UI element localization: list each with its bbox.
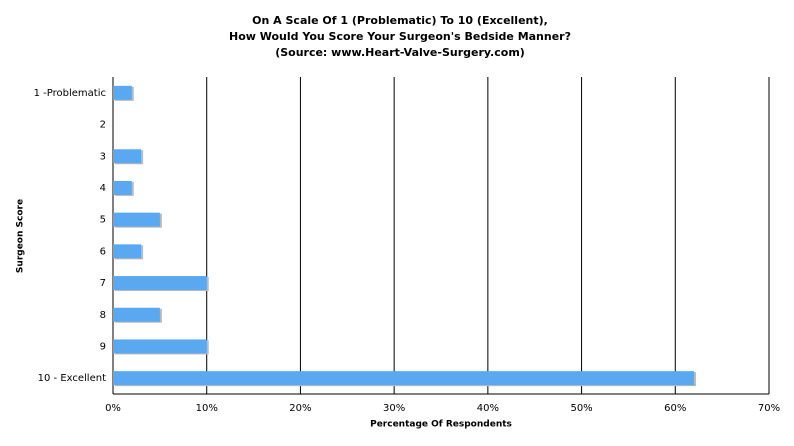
- chart-title: (Source: www.Heart-Valve-Surgery.com): [275, 46, 525, 59]
- x-tick-label: 70%: [758, 403, 780, 414]
- y-tick-label: 1 -Problematic: [34, 88, 106, 99]
- y-tick-label: 7: [100, 278, 106, 289]
- bar: [113, 276, 207, 291]
- bar: [113, 212, 160, 227]
- bar: [113, 371, 695, 386]
- bar: [113, 85, 132, 100]
- x-tick-label: 60%: [664, 403, 686, 414]
- bar: [113, 180, 132, 195]
- y-tick-label: 3: [100, 151, 106, 162]
- x-tick-label: 0%: [105, 403, 121, 414]
- bar: [113, 244, 142, 259]
- x-tick-label: 10%: [196, 403, 218, 414]
- y-tick-label: 10 - Excellent: [38, 373, 106, 384]
- x-tick-label: 20%: [289, 403, 311, 414]
- x-tick-label: 50%: [570, 403, 592, 414]
- y-tick-label: 9: [100, 341, 106, 352]
- chart-title: How Would You Score Your Surgeon's Bedsi…: [229, 30, 571, 43]
- y-tick-label: 2: [100, 120, 106, 131]
- x-tick-label: 30%: [383, 403, 405, 414]
- bar: [113, 149, 142, 164]
- chart-title: On A Scale Of 1 (Problematic) To 10 (Exc…: [252, 14, 548, 27]
- y-tick-label: 6: [100, 246, 106, 257]
- bar: [113, 307, 160, 322]
- x-axis-label: Percentage Of Respondents: [370, 420, 512, 430]
- y-axis-label: Surgeon Score: [16, 199, 26, 273]
- y-tick-label: 5: [100, 215, 106, 226]
- y-tick-label: 4: [100, 183, 106, 194]
- bar: [113, 339, 207, 354]
- y-tick-label: 8: [100, 310, 106, 321]
- x-tick-label: 40%: [477, 403, 499, 414]
